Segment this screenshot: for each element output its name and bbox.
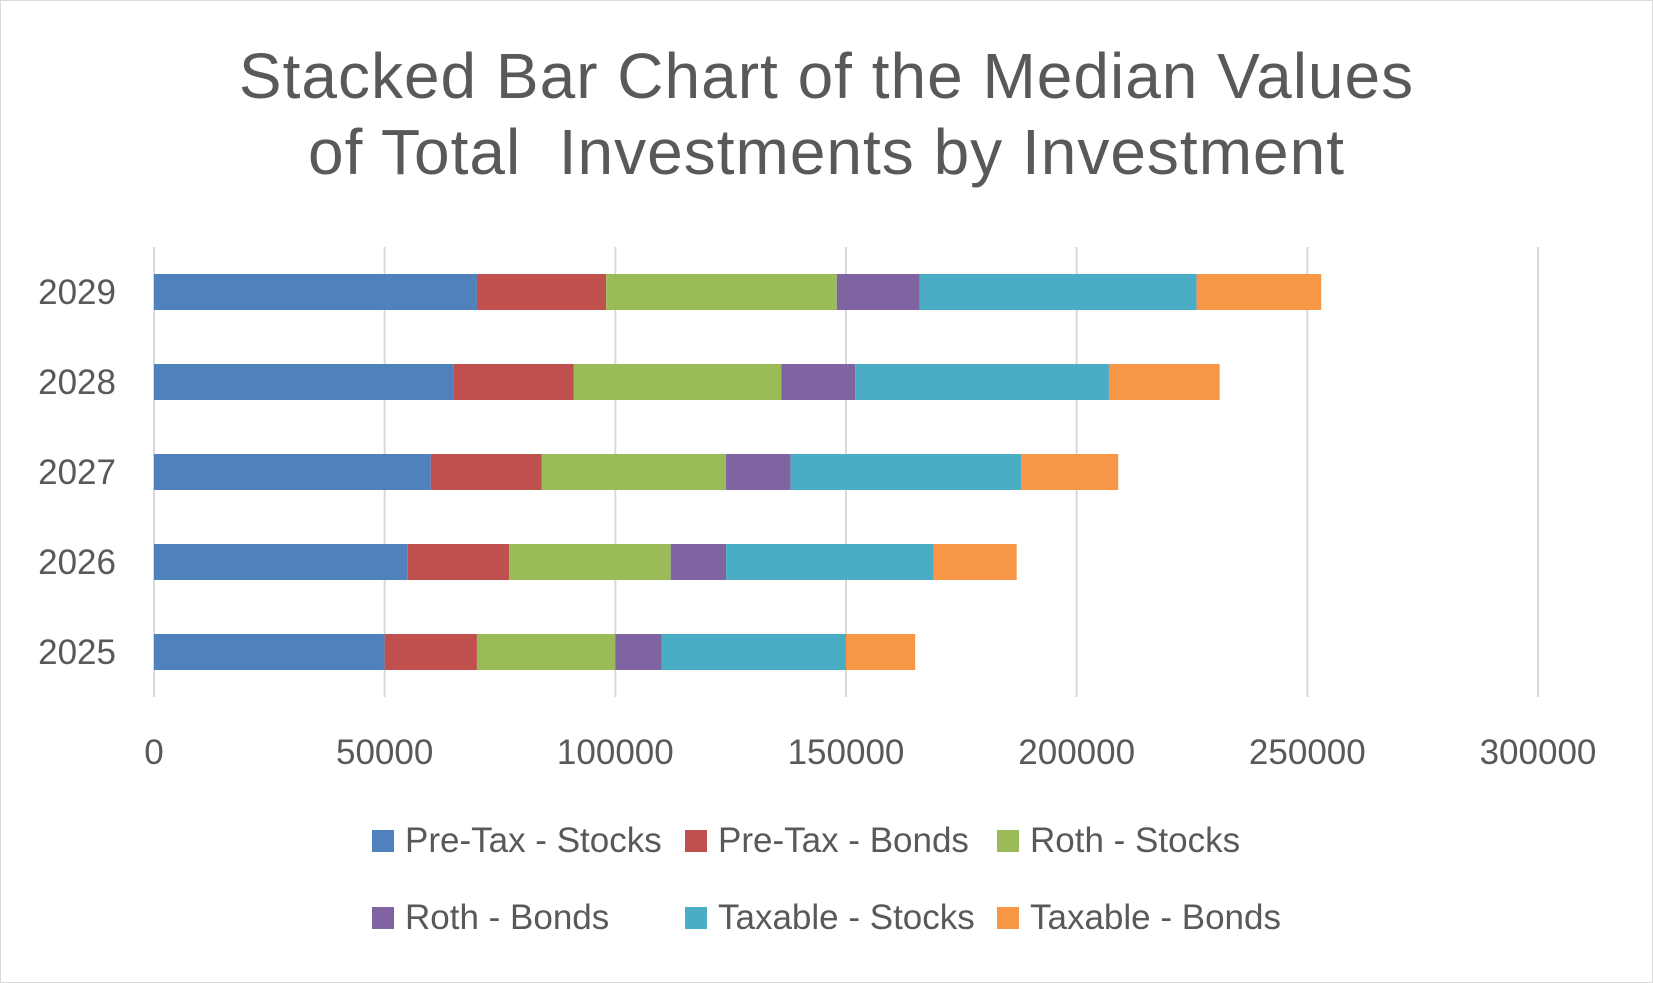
bar-segment: [615, 634, 662, 670]
chart-title: Stacked Bar Chart of the Median Values of…: [0, 38, 1653, 190]
bar-segment: [846, 634, 916, 670]
legend-label: Taxable - Bonds: [1030, 898, 1281, 937]
legend-label: Pre-Tax - Stocks: [405, 821, 662, 860]
bar-segment: [781, 364, 856, 400]
bar-segment: [1196, 274, 1322, 310]
y-axis-tick-labels: 2025 2026 2027 2028 2029: [38, 273, 116, 672]
y-tick-label: 2026: [38, 543, 116, 582]
legend-swatch: [997, 907, 1019, 929]
bar-segment: [407, 544, 510, 580]
bar-segment: [154, 544, 408, 580]
x-tick-label: 50000: [336, 733, 433, 772]
bar-segment: [453, 364, 574, 400]
bar-segment: [1108, 364, 1220, 400]
legend-label: Roth - Stocks: [1030, 821, 1240, 860]
y-tick-label: 2028: [38, 363, 116, 402]
y-tick-label: 2027: [38, 453, 116, 492]
x-tick-label: 250000: [1249, 733, 1366, 772]
bar-segment: [154, 274, 477, 310]
bar-segment: [509, 544, 671, 580]
bar-segment: [933, 544, 1017, 580]
legend-label: Pre-Tax - Bonds: [718, 821, 969, 860]
y-tick-label: 2025: [38, 633, 116, 672]
legend-swatch: [685, 907, 707, 929]
bar-segment: [661, 634, 846, 670]
legend-swatch: [372, 830, 394, 852]
bar-segment: [154, 454, 431, 490]
legend-swatch: [372, 907, 394, 929]
bar-segment: [154, 634, 385, 670]
legend-label: Taxable - Stocks: [718, 898, 975, 937]
bar-segment: [541, 454, 727, 490]
x-tick-label: 200000: [1018, 733, 1135, 772]
legend-label: Roth - Bonds: [405, 898, 609, 937]
bars: [154, 274, 1322, 670]
bar-segment: [790, 454, 1022, 490]
legend: Pre-Tax - Stocks Pre-Tax - Bonds Roth - St…: [372, 821, 1281, 937]
bar-segment: [919, 274, 1197, 310]
bar-segment: [154, 364, 454, 400]
bar-segment: [836, 274, 920, 310]
legend-swatch: [685, 830, 707, 852]
x-tick-label: 150000: [788, 733, 905, 772]
bar-segment: [384, 634, 477, 670]
bar-segment: [726, 544, 934, 580]
bar-segment: [726, 454, 791, 490]
bar-segment: [855, 364, 1109, 400]
x-tick-label: 100000: [557, 733, 674, 772]
x-axis-tick-labels: 0 50000 100000 150000 200000 250000 300000: [144, 733, 1596, 772]
bar-segment: [1021, 454, 1119, 490]
x-tick-label: 0: [144, 733, 163, 772]
bar-segment: [476, 634, 616, 670]
bar-segment: [430, 454, 542, 490]
chart-title-line-2: of Total Investments by Investment: [308, 116, 1345, 188]
bar-segment: [573, 364, 782, 400]
legend-swatch: [997, 830, 1019, 852]
bar-segment: [606, 274, 837, 310]
chart-title-line-1: Stacked Bar Chart of the Median Values: [238, 40, 1415, 112]
x-tick-label: 300000: [1480, 733, 1597, 772]
bar-segment: [670, 544, 727, 580]
bar-segment: [476, 274, 607, 310]
y-tick-label: 2029: [38, 273, 116, 312]
